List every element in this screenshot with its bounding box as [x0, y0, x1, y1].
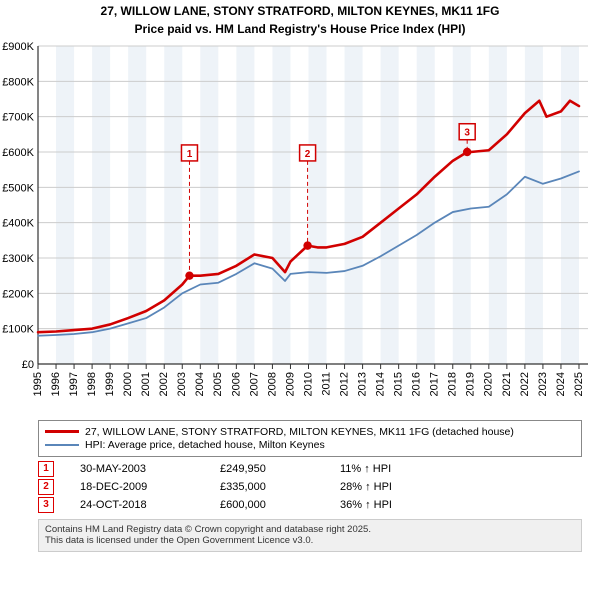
sale-row: 2 18-DEC-2009£335,00028% ↑ HPI — [38, 479, 582, 495]
svg-text:2022: 2022 — [519, 372, 531, 396]
svg-text:2006: 2006 — [230, 372, 242, 396]
svg-text:2015: 2015 — [393, 372, 405, 396]
attribution-line1: Contains HM Land Registry data © Crown c… — [45, 524, 575, 536]
sale-price: £335,000 — [220, 481, 340, 493]
svg-text:2017: 2017 — [429, 372, 441, 396]
svg-text:2020: 2020 — [483, 372, 495, 396]
attribution-line2: This data is licensed under the Open Gov… — [45, 535, 575, 547]
svg-text:1997: 1997 — [68, 372, 80, 396]
svg-text:2024: 2024 — [555, 372, 567, 396]
legend-row: HPI: Average price, detached house, Milt… — [45, 439, 575, 451]
svg-text:2: 2 — [305, 149, 311, 160]
sale-date: 30-MAY-2003 — [80, 463, 220, 475]
svg-text:£100K: £100K — [2, 323, 34, 335]
svg-text:2009: 2009 — [284, 372, 296, 396]
svg-text:2008: 2008 — [266, 372, 278, 396]
svg-text:2016: 2016 — [411, 372, 423, 396]
svg-text:2003: 2003 — [176, 372, 188, 396]
svg-text:2023: 2023 — [537, 372, 549, 396]
svg-text:1: 1 — [187, 149, 193, 160]
sales-table: 1 30-MAY-2003£249,95011% ↑ HPI 2 18-DEC-200… — [38, 461, 582, 513]
svg-text:3: 3 — [464, 127, 470, 138]
svg-text:£900K: £900K — [2, 42, 34, 53]
attribution: Contains HM Land Registry data © Crown c… — [38, 519, 582, 553]
legend-label: 27, WILLOW LANE, STONY STRATFORD, MILTON… — [85, 426, 514, 438]
svg-text:1996: 1996 — [50, 372, 62, 396]
legend: 27, WILLOW LANE, STONY STRATFORD, MILTON… — [38, 420, 582, 457]
sale-marker-number: 2 — [38, 479, 54, 495]
chart-title-line2: Price paid vs. HM Land Registry's House … — [0, 22, 600, 42]
sale-marker-number: 3 — [38, 497, 54, 513]
svg-text:£300K: £300K — [2, 253, 34, 265]
chart-title-line1: 27, WILLOW LANE, STONY STRATFORD, MILTON… — [0, 0, 600, 22]
sale-price: £249,950 — [220, 463, 340, 475]
svg-text:1998: 1998 — [86, 372, 98, 396]
svg-text:2019: 2019 — [465, 372, 477, 396]
line-chart: £0 £100K £200K £300K £400K £500K £600K £700K £80… — [0, 42, 600, 412]
svg-text:£200K: £200K — [2, 288, 34, 300]
svg-text:2012: 2012 — [338, 372, 350, 396]
legend-swatch — [45, 444, 79, 446]
sale-delta: 36% ↑ HPI — [340, 499, 392, 511]
svg-text:2007: 2007 — [248, 372, 260, 396]
svg-text:2004: 2004 — [194, 372, 206, 396]
sale-date: 18-DEC-2009 — [80, 481, 220, 493]
svg-text:1999: 1999 — [104, 372, 116, 396]
svg-text:1995: 1995 — [32, 372, 44, 396]
legend-swatch — [45, 430, 79, 433]
svg-text:2010: 2010 — [302, 372, 314, 396]
svg-text:£500K: £500K — [2, 182, 34, 194]
sale-marker-number: 1 — [38, 461, 54, 477]
svg-text:£0: £0 — [22, 359, 34, 371]
svg-text:2000: 2000 — [122, 372, 134, 396]
svg-text:£600K: £600K — [2, 147, 34, 159]
sale-row: 1 30-MAY-2003£249,95011% ↑ HPI — [38, 461, 582, 477]
sale-date: 24-OCT-2018 — [80, 499, 220, 511]
svg-text:2011: 2011 — [320, 372, 332, 396]
svg-text:£400K: £400K — [2, 217, 34, 229]
sale-delta: 28% ↑ HPI — [340, 481, 392, 493]
svg-text:£700K: £700K — [2, 111, 34, 123]
svg-text:2002: 2002 — [158, 372, 170, 396]
legend-label: HPI: Average price, detached house, Milt… — [85, 439, 325, 451]
svg-text:2021: 2021 — [501, 372, 513, 396]
sale-row: 3 24-OCT-2018£600,00036% ↑ HPI — [38, 497, 582, 513]
svg-text:2014: 2014 — [375, 372, 387, 396]
svg-text:2018: 2018 — [447, 372, 459, 396]
svg-text:2025: 2025 — [573, 372, 585, 396]
svg-text:2013: 2013 — [356, 372, 368, 396]
svg-text:2005: 2005 — [212, 372, 224, 396]
legend-row: 27, WILLOW LANE, STONY STRATFORD, MILTON… — [45, 426, 575, 438]
sale-delta: 11% ↑ HPI — [340, 463, 391, 475]
svg-text:2001: 2001 — [140, 372, 152, 396]
svg-text:£800K: £800K — [2, 76, 34, 88]
sale-price: £600,000 — [220, 499, 340, 511]
